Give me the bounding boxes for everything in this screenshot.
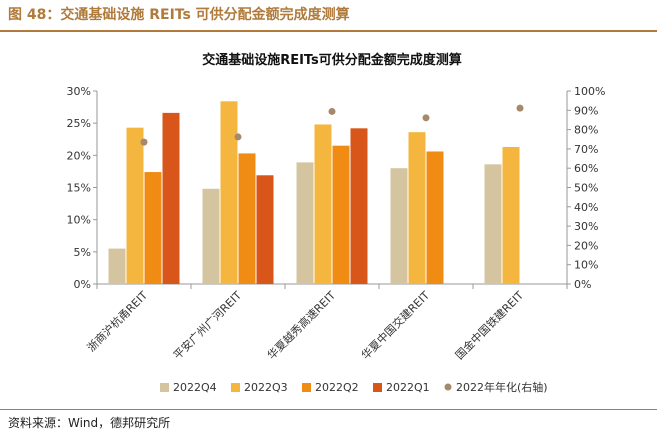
legend-label: 2022年年化(右轴) [456,380,548,394]
category-label: 国金中国铁建REIT [452,288,526,362]
annualized-point [516,104,524,112]
bar-2022Q2 [426,151,444,284]
left-tick-label: 25% [67,117,91,130]
figure-source: 资料来源：Wind，德邦研究所 [8,416,171,430]
left-tick-label: 10% [67,214,91,227]
left-tick-label: 30% [67,85,91,98]
right-tick-label: 10% [574,259,598,272]
chart: 交通基础设施REITs可供分配金额完成度测算 0% 5% 10% 15% 20% 25% 30… [67,52,606,394]
bar-2022Q2 [332,145,350,284]
chart-title: 交通基础设施REITs可供分配金额完成度测算 [202,52,462,68]
legend-swatch-annualized [444,383,452,391]
legend-swatch-2022Q1 [373,383,382,392]
category-label: 浙商沪杭甬REIT [84,288,150,354]
bar-2022Q1 [350,128,368,284]
legend-swatch-2022Q4 [160,383,169,392]
bar-2022Q4 [296,162,314,284]
left-tick-label: 20% [67,149,91,162]
right-tick-label: 50% [574,182,598,195]
bar-2022Q3 [408,132,426,284]
bar-2022Q2 [144,172,162,284]
right-tick-label: 30% [574,220,598,233]
right-tick-label: 0% [574,278,591,291]
bar-2022Q4 [484,164,502,284]
bar-2022Q1 [256,175,274,284]
annualized-point [422,114,430,122]
bar-2022Q4 [202,188,220,284]
category-label: 华夏越秀高速REIT [264,288,338,362]
bar-2022Q4 [390,168,408,284]
legend-label: 2022Q4 [173,381,217,394]
right-tick-label: 90% [574,104,598,117]
bar-2022Q1 [162,112,180,284]
right-tick-label: 60% [574,162,598,175]
annualized-point [328,107,336,115]
legend-label: 2022Q1 [386,381,430,394]
bar-2022Q3 [502,146,520,284]
category-label: 平安广州广河REIT [170,288,244,362]
legend-label: 2022Q2 [315,381,359,394]
annualized-point [140,138,148,146]
right-tick-label: 40% [574,201,598,214]
figure-title-rule [0,30,657,32]
figure-title: 图 48：交通基础设施 REITs 可供分配金额完成度测算 [8,7,350,23]
legend-label: 2022Q3 [244,381,288,394]
bar-2022Q3 [220,101,238,284]
annualized-point [234,133,242,141]
legend-swatch-2022Q3 [231,383,240,392]
bar-2022Q4 [108,248,126,284]
right-tick-label: 100% [574,85,605,98]
right-tick-label: 70% [574,143,598,156]
figure-bottom-rule [0,409,657,410]
bar-2022Q3 [314,124,332,284]
legend-swatch-2022Q2 [302,383,311,392]
left-tick-label: 0% [74,278,91,291]
right-tick-label: 80% [574,124,598,137]
bar-2022Q3 [126,127,144,284]
left-tick-label: 5% [74,246,91,259]
left-tick-label: 15% [67,182,91,195]
bar-2022Q2 [238,153,256,284]
right-tick-label: 20% [574,239,598,252]
category-label: 华夏中国交建REIT [358,288,432,362]
